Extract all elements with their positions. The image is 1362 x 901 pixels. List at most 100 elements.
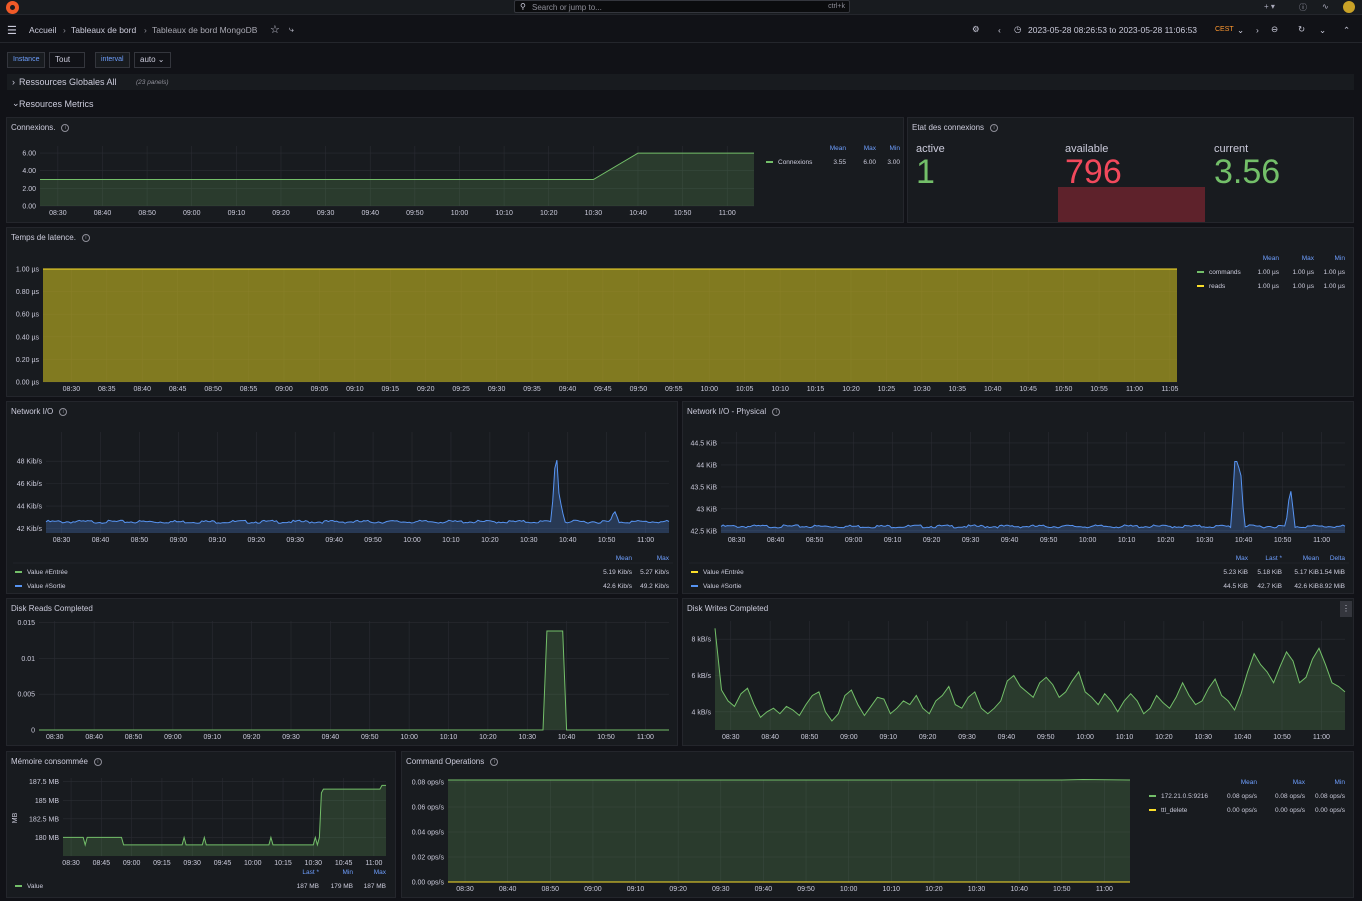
panel-network-io[interactable]: Network I/O i 42 Kib/s 44 Kib/s 46 Kib/s 48 … — [6, 401, 678, 594]
x-tick-label: 09:50 — [1040, 537, 1058, 544]
y-tick-label: 44 Kib/s — [17, 504, 43, 511]
info-icon[interactable]: i — [93, 757, 102, 766]
new-plus-icon[interactable]: + ▾ — [1264, 2, 1275, 11]
y-tick-label: 0.04 ops/s — [412, 830, 445, 837]
time-back-icon[interactable]: ‹ — [998, 25, 1001, 35]
x-tick-label: 09:50 — [364, 537, 382, 544]
avatar[interactable] — [1343, 1, 1355, 13]
stat-value: 1 — [916, 153, 935, 191]
x-tick-label: 08:30 — [46, 734, 64, 741]
x-tick-label: 09:05 — [311, 386, 329, 393]
help-icon[interactable]: ⓘ — [1299, 3, 1307, 12]
series-value-line — [63, 784, 386, 847]
panel-title: Network I/O i — [11, 407, 68, 416]
panel-etat-connexions[interactable]: Etat des connexions i active 1 available … — [907, 117, 1354, 223]
x-tick-label: 10:20 — [925, 886, 943, 893]
time-range-picker[interactable]: 2023-05-28 08:26:53 to 2023-05-28 11:06:… — [1028, 25, 1198, 35]
row-resources-metrics[interactable]: ⌄ Resources Metrics — [7, 96, 307, 112]
x-tick-label: 09:20 — [243, 734, 261, 741]
info-icon[interactable]: i — [990, 123, 999, 132]
x-tick-label: 09:30 — [712, 886, 730, 893]
x-tick-label: 09:40 — [325, 537, 343, 544]
breadcrumb-dashboards[interactable]: Tableaux de bord — [71, 25, 137, 35]
info-icon[interactable]: i — [81, 233, 90, 242]
x-tick-label: 08:45 — [93, 860, 111, 867]
menu-icon[interactable]: ☰ — [7, 25, 17, 37]
x-tick-label: 09:40 — [1001, 537, 1019, 544]
chart-network-io-physical: 42.5 KiB 43 KiB 43.5 KiB 44 KiB 44.5 KiB 08:3… — [689, 432, 1349, 590]
legend-stat-value: 1.00 µs — [1324, 269, 1346, 276]
info-icon[interactable]: i — [59, 407, 68, 416]
panel-temps-latence[interactable]: Temps de latence. i 0.00 µs 0.20 µs 0.40 µs… — [6, 227, 1354, 397]
stat-label: active — [916, 143, 945, 155]
info-icon[interactable]: i — [490, 757, 499, 766]
y-tick-label: 48 Kib/s — [17, 459, 43, 466]
x-tick-label: 08:40 — [92, 537, 110, 544]
panel-menu-icon[interactable]: ⋮ — [1340, 601, 1352, 617]
x-tick-label: 10:50 — [674, 210, 692, 217]
settings-gear-icon[interactable]: ⚙ — [972, 24, 980, 34]
panel-command-operations[interactable]: Command Operations i 0.00 ops/s 0.02 ops/s… — [401, 751, 1354, 898]
x-tick-label: 09:00 — [164, 734, 182, 741]
x-tick-label: 09:30 — [282, 734, 300, 741]
breadcrumb-home[interactable]: Accueil — [29, 25, 57, 35]
star-icon[interactable]: ☆ — [270, 24, 280, 36]
panel-network-io-physical[interactable]: Network I/O - Physical i 42.5 KiB 43 KiB 43… — [682, 401, 1354, 594]
x-tick-label: 08:55 — [240, 386, 258, 393]
grafana-logo-icon[interactable] — [6, 1, 19, 14]
panel-title: Disk Writes Completed — [687, 604, 769, 613]
legend-header: Max — [1293, 779, 1306, 786]
clock-icon: ◷ — [1014, 24, 1022, 34]
info-icon[interactable]: i — [61, 123, 70, 132]
x-tick-label: 09:10 — [346, 386, 364, 393]
x-tick-label: 10:00 — [244, 860, 262, 867]
x-tick-label: 10:50 — [1053, 886, 1071, 893]
x-tick-label: 08:35 — [98, 386, 116, 393]
chart-latence: 0.00 µs 0.20 µs 0.40 µs 0.60 µs 0.80 µs 1.00 … — [16, 255, 1346, 393]
x-tick-label: 08:50 — [806, 537, 824, 544]
x-tick-label: 09:20 — [417, 386, 435, 393]
refresh-icon[interactable]: ↻ — [1298, 24, 1306, 34]
timezone-badge[interactable]: CEST — [1215, 26, 1234, 33]
series-sortie-line — [45, 459, 670, 524]
x-tick-label: 10:40 — [1234, 734, 1252, 741]
info-icon[interactable]: i — [772, 407, 781, 416]
time-forward-icon[interactable]: › — [1256, 25, 1259, 35]
legend-swatch — [15, 885, 22, 887]
x-tick-label: 09:00 — [840, 734, 858, 741]
collapse-chevron-up-icon[interactable]: ⌃ — [1343, 25, 1351, 35]
refresh-interval-chevron-icon[interactable]: ⌄ — [1319, 25, 1327, 35]
x-tick-label: 09:50 — [361, 734, 379, 741]
panel-disk-reads[interactable]: Disk Reads Completed 0 0.005 0.01 0.015 08:3… — [6, 598, 678, 746]
legend-stat-value: 3.55 — [833, 159, 846, 166]
stat-value: 796 — [1065, 153, 1122, 191]
legend-series-name: Value #Entrée — [703, 569, 744, 576]
x-tick-label: 10:50 — [1273, 734, 1291, 741]
panel-connexions[interactable]: Connexions. i 0.00 2.00 4.00 6.00 08:30 08:40 0… — [6, 117, 904, 223]
panel-memoire[interactable]: Mémoire consommée i 180 MB 182.5 MB 185 MB 1… — [6, 751, 396, 898]
row-ressources-globales[interactable]: › Ressources Globales All (23 panels) — [7, 74, 1354, 90]
row-panel-count: (23 panels) — [136, 79, 169, 86]
stat-label: current — [1214, 143, 1249, 155]
zoom-out-icon[interactable]: ⊖ — [1271, 24, 1279, 34]
variable-instance-select[interactable]: Tout ⌄ — [49, 52, 85, 78]
x-tick-label: 09:00 — [170, 537, 188, 544]
rss-icon[interactable]: ∿ — [1322, 2, 1329, 11]
legend-stat-value: 187 MB — [364, 883, 386, 890]
breadcrumb-sep-icon: › — [144, 25, 147, 35]
search-input[interactable]: ⚲ Search or jump to... ctrl+k — [514, 0, 850, 13]
chevron-down-icon[interactable]: ⌄ — [1237, 25, 1245, 35]
y-tick-label: 180 MB — [35, 835, 59, 842]
x-tick-label: 11:00 — [637, 537, 654, 544]
stat-value: 3.56 — [1214, 153, 1281, 191]
series-sortie-line — [720, 461, 1346, 529]
panel-disk-writes[interactable]: Disk Writes Completed ⋮ 4 kB/s 6 kB/s 8 kB… — [682, 598, 1354, 746]
x-tick-label: 09:15 — [153, 860, 171, 867]
legend-stat-value: 1.00 µs — [1258, 283, 1280, 290]
y-tick-label: 1.00 µs — [16, 267, 40, 274]
share-icon[interactable]: ⤷ — [289, 24, 294, 34]
panel-title: Command Operations i — [406, 757, 499, 766]
x-tick-label: 11:00 — [1126, 386, 1143, 393]
x-tick-label: 10:50 — [1274, 537, 1292, 544]
variable-interval-select[interactable]: auto ⌄ — [134, 52, 171, 68]
